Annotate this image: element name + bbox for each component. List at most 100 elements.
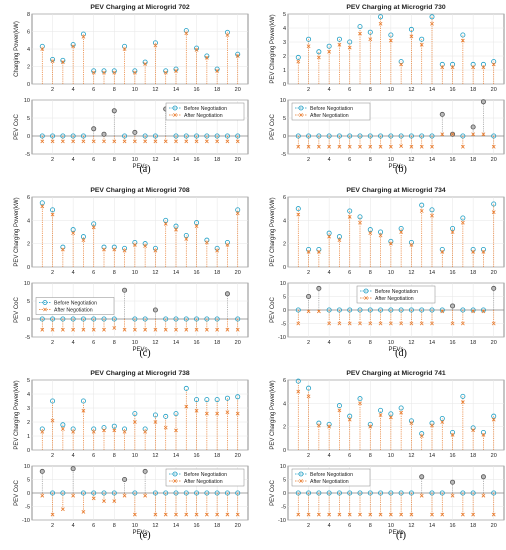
marker-after [81, 408, 86, 413]
marker-before [439, 307, 445, 313]
legend-label-before: Before Negotiation [310, 106, 353, 112]
marker-after [163, 221, 168, 226]
marker-after [81, 327, 86, 332]
marker-before [460, 32, 466, 38]
y-tick-label: 8 [27, 12, 30, 18]
x-tick-label: 8 [369, 453, 372, 459]
subfigure-label: (c) [139, 348, 151, 359]
marker-after [143, 493, 148, 498]
marker-after [50, 212, 55, 217]
marker-after [388, 144, 393, 149]
marker-after [378, 21, 383, 26]
marker-after [132, 70, 137, 75]
marker-before [224, 490, 230, 496]
marker-after [112, 139, 117, 144]
marker-after [91, 225, 96, 230]
marker-before [295, 307, 301, 313]
marker-after [215, 512, 220, 517]
soc-axes: -10 -5 0 5 10 PEV CoC 2 4 6 8 10 12 14 16 18 20 [14, 464, 249, 529]
x-tick-label: 12 [408, 157, 414, 163]
marker-after [316, 249, 321, 254]
marker-after [81, 510, 86, 514]
marker-before [460, 133, 466, 139]
y-axis-label: PEV Charging Power(kW) [270, 14, 276, 83]
marker-after [337, 144, 342, 149]
x-tick-label: 14 [429, 453, 435, 459]
x-tick-label: 10 [132, 87, 138, 93]
marker-before [122, 133, 128, 139]
y-tick-label: 5 [27, 116, 30, 122]
marker-after [337, 408, 342, 413]
marker-before [91, 316, 97, 322]
marker-after [419, 493, 424, 498]
marker-before [347, 413, 353, 419]
marker-before [398, 405, 404, 411]
x-tick-label: 10 [132, 453, 138, 459]
legend-box [291, 468, 371, 487]
marker-before [347, 490, 353, 496]
marker-before [388, 32, 394, 38]
x-tick-label: 16 [450, 270, 456, 276]
marker-before [480, 474, 486, 480]
y-tick-label: 0 [27, 317, 30, 323]
y-tick-label: -5 [25, 505, 30, 511]
y-tick-label: -5 [25, 335, 30, 341]
marker-after [174, 227, 178, 232]
x-tick-label: 10 [132, 157, 138, 163]
marker-before [204, 316, 210, 322]
marker-before [39, 426, 45, 432]
marker-after [184, 31, 189, 36]
marker-before [194, 133, 200, 139]
marker-after [296, 389, 301, 394]
marker-after [337, 512, 342, 517]
legend-marker-after [43, 307, 47, 312]
x-tick-label: 6 [92, 157, 95, 163]
legend-box [291, 102, 371, 121]
marker-before [50, 398, 56, 404]
marker-before [357, 214, 363, 220]
marker-before [91, 426, 97, 432]
y-tick-label: 3 [27, 406, 30, 412]
marker-after [378, 233, 383, 238]
marker-before [224, 133, 230, 139]
marker-before [183, 490, 189, 496]
marker-after [204, 327, 209, 332]
marker-after [71, 327, 76, 332]
marker-after [378, 413, 383, 417]
marker-before [326, 43, 332, 49]
x-tick-label: 12 [408, 340, 414, 346]
marker-after [316, 512, 321, 517]
x-tick-label: 4 [72, 157, 75, 163]
marker-before [101, 490, 107, 496]
marker-before [419, 36, 425, 42]
marker-before [60, 316, 66, 322]
power-plot-frame [287, 379, 505, 451]
marker-before [142, 468, 148, 474]
marker-after [174, 68, 178, 73]
legend-box [165, 102, 245, 121]
marker-before [470, 307, 476, 313]
marker-after [481, 309, 486, 314]
x-tick-label: 18 [214, 340, 220, 346]
legend-box [165, 468, 245, 487]
marker-after [194, 224, 199, 229]
marker-after [163, 512, 168, 517]
marker-before [470, 61, 476, 67]
x-tick-label: 2 [51, 340, 54, 346]
marker-after [204, 55, 209, 60]
marker-after [112, 499, 117, 503]
marker-before [50, 316, 56, 322]
marker-after [450, 65, 455, 70]
power-plot-frame [287, 196, 505, 268]
x-tick-label: 8 [113, 87, 116, 93]
y-axis-label: PEV Charging Power(kW) [14, 380, 20, 449]
y-tick-label: 0 [283, 82, 286, 88]
marker-after [81, 139, 86, 144]
marker-after [225, 33, 230, 37]
marker-before [491, 133, 497, 139]
marker-after [409, 34, 414, 39]
marker-after [143, 327, 148, 332]
marker-after [327, 424, 332, 429]
x-tick-label: 12 [152, 523, 158, 529]
marker-before [142, 426, 148, 432]
